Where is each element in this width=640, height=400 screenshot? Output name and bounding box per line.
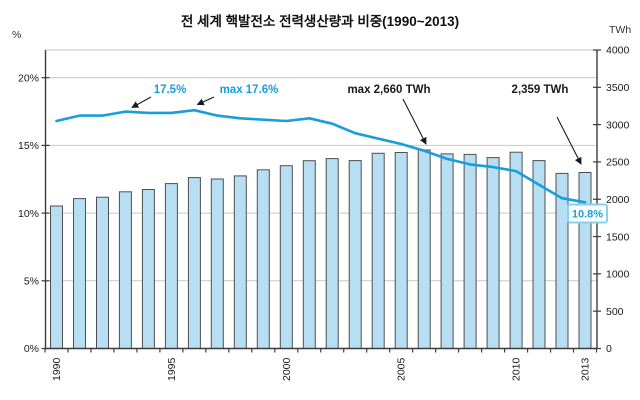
- year-label-2005: 2005: [396, 357, 408, 381]
- year-label-2010: 2010: [511, 357, 523, 381]
- left-axis-label-10%: 10%: [18, 208, 39, 220]
- bar-1997: [210, 178, 224, 349]
- left-axis-label-15%: 15%: [18, 140, 39, 152]
- right-axis-label-0: 0: [606, 343, 612, 355]
- right-axis-label-500: 500: [606, 306, 624, 318]
- bar-2007: [440, 153, 454, 349]
- annotation-arrow-pct-max: [196, 96, 215, 106]
- year-label-1995: 1995: [166, 357, 178, 381]
- share-line: [55, 108, 587, 204]
- annotation-text-pct-1993: 17.5%: [154, 84, 187, 96]
- bar-2011: [532, 160, 546, 349]
- gridlines: [45, 49, 597, 282]
- bar-2009: [486, 157, 500, 349]
- year-label-1990: 1990: [51, 357, 63, 381]
- annotation-text-pct-2013: 10.8%: [572, 209, 603, 221]
- annotations: 17.5% max 17.6% max 2,660 TWh 2,359 TWh 10.8…: [131, 84, 608, 224]
- bar-2001: [302, 160, 316, 349]
- bar-2006: [417, 149, 431, 349]
- bar-1991: [73, 198, 86, 349]
- bar-2004: [371, 152, 385, 349]
- right-axis-label-1000: 1000: [606, 269, 630, 281]
- right-axis-label-4000: 4000: [606, 45, 630, 57]
- bar-2002: [325, 158, 339, 349]
- left-axis-unit-label: %: [12, 29, 22, 41]
- left-axis-label-20%: 20%: [18, 72, 39, 84]
- bar-1999: [256, 169, 270, 349]
- annotation-arrow-pct-1993: [131, 96, 152, 108]
- chart-title: 전 세계 핵발전소 전력생산량과 비중(1990~2013): [180, 14, 460, 29]
- annotation-box-pct-2013: [567, 203, 608, 224]
- bar-2005: [394, 152, 408, 349]
- bar-2013: [578, 172, 592, 349]
- right-axis-label-1500: 1500: [606, 231, 630, 243]
- left-axis-labels: 0% 5% 10% 15% 20%: [18, 72, 39, 355]
- tick-marks: [41, 49, 601, 353]
- year-label-2013: 2013: [580, 357, 592, 381]
- bar-2003: [348, 160, 362, 349]
- right-axis-unit-label: TWh: [609, 24, 632, 36]
- bar-2010: [509, 151, 523, 349]
- annotation-text-twh-max: max 2,660 TWh: [347, 84, 430, 96]
- year-labels: 1990 1995 2000 2005 2010 2013: [51, 357, 592, 381]
- bar-1992: [96, 196, 109, 349]
- bar-2000: [279, 165, 293, 349]
- year-label-2000: 2000: [281, 357, 293, 381]
- right-axis-label-2000: 2000: [606, 194, 630, 206]
- bar-1995: [164, 183, 178, 349]
- bar-1994: [141, 189, 155, 349]
- left-axis-label-5%: 5%: [24, 276, 39, 288]
- annotation-arrow-twh-max: [402, 98, 427, 145]
- bar-2008: [463, 153, 477, 349]
- bar-1996: [187, 177, 201, 349]
- right-axis-label-3000: 3000: [606, 119, 630, 131]
- annotation-text-pct-max: max 17.6%: [220, 84, 279, 96]
- right-axis-label-2500: 2500: [606, 157, 630, 169]
- bar-1993: [118, 191, 132, 349]
- annotation-text-twh-2013: 2,359 TWh: [512, 84, 569, 96]
- right-axis-labels: 0 500 1000 1500 2000 2500 3000 3500 4000: [606, 45, 630, 356]
- left-axis-label-0%: 0%: [24, 343, 39, 355]
- bar-1998: [233, 175, 247, 349]
- annotation-arrow-twh-2013: [556, 116, 582, 165]
- right-axis-label-3500: 3500: [606, 82, 630, 94]
- bars-twh-series: [50, 149, 592, 349]
- bar-1990: [50, 205, 63, 349]
